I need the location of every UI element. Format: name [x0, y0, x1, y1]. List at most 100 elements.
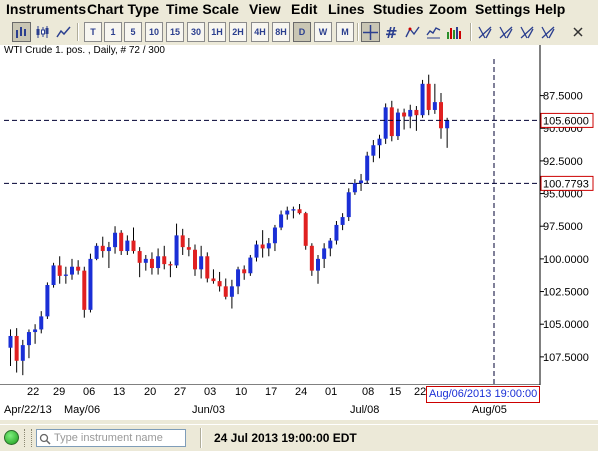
bar-chart-icon[interactable]: [12, 22, 31, 42]
candle-up: [26, 332, 31, 346]
status-separator: [200, 428, 202, 448]
timescale-button-15[interactable]: 15: [166, 22, 184, 42]
candle-up: [39, 316, 44, 330]
candle-down: [193, 249, 197, 270]
candle-down: [76, 266, 81, 271]
candle-down: [205, 256, 210, 279]
x-axis: 222906132027031017240108152229Apr/22/13M…: [0, 385, 598, 420]
candle-up: [383, 107, 388, 139]
menu-zoom[interactable]: Zoom: [429, 1, 468, 17]
menu-edit[interactable]: Edit: [291, 1, 318, 17]
candle-down: [57, 265, 62, 276]
crosshair-icon[interactable]: [361, 22, 380, 42]
candle-down: [180, 235, 185, 248]
candle-up: [365, 155, 370, 181]
candle-down: [223, 286, 228, 297]
candle-chart-icon[interactable]: [33, 22, 52, 42]
chart-title: WTI Crude 1. pos. , Daily, # 72 / 300: [4, 45, 165, 56]
timescale-button-8h[interactable]: 8H: [272, 22, 290, 42]
candle-down: [149, 258, 154, 269]
timescale-button-10[interactable]: 10: [145, 22, 163, 42]
toolbar-separator: [77, 23, 79, 41]
x-tick-label: 03: [204, 386, 217, 398]
y-tick-label: 105.0000: [543, 319, 589, 331]
candle-up: [291, 209, 296, 211]
candle-down: [309, 245, 314, 271]
timescale-button-t[interactable]: T: [84, 22, 102, 42]
x-tick-label: 22: [27, 386, 40, 398]
timescale-button-4h[interactable]: 4H: [251, 22, 269, 42]
volume-icon[interactable]: [445, 22, 464, 42]
trend-icon[interactable]: [424, 22, 443, 42]
candle-up: [395, 112, 400, 137]
timescale-button-5[interactable]: 5: [124, 22, 142, 42]
x-month-label: Apr/22/13: [4, 404, 52, 416]
candle-up: [63, 274, 68, 276]
line-chart-icon[interactable]: [54, 22, 73, 42]
study-icon[interactable]: [403, 22, 422, 42]
scale-icon[interactable]: [538, 22, 557, 42]
crosshair-price-label: 100.7793: [543, 178, 589, 190]
candle-down: [303, 213, 308, 246]
candle-up: [254, 244, 259, 258]
candle-up: [174, 235, 179, 266]
menu-help[interactable]: Help: [535, 1, 566, 17]
candle-down: [82, 270, 87, 310]
candle-down: [100, 245, 105, 252]
chart-area[interactable]: 107.5000 105.0000 102.5000 100.0000 97.5000 9…: [0, 45, 598, 402]
candle-up: [316, 258, 320, 271]
candle-up: [420, 83, 425, 116]
timescale-button-1[interactable]: 1: [104, 22, 122, 42]
x-tick-label: 08: [362, 386, 375, 398]
candle-down: [168, 264, 173, 266]
menu-instruments[interactable]: Instruments: [6, 1, 87, 17]
search-icon: [39, 432, 51, 445]
zoom-in-icon[interactable]: [475, 22, 494, 42]
candle-down: [137, 251, 142, 263]
crosshair-date-label: Aug/06/2013 19:00:00: [426, 386, 541, 403]
candle-down: [414, 109, 419, 116]
menu-settings[interactable]: Settings: [475, 1, 531, 17]
timescale-button-w[interactable]: W: [314, 22, 332, 42]
candle-up: [8, 335, 13, 348]
zoom-out-icon[interactable]: [496, 22, 515, 42]
candle-up: [322, 248, 327, 259]
menu-lines[interactable]: Lines: [328, 1, 365, 17]
candle-up: [45, 285, 50, 317]
timescale-button-m[interactable]: M: [336, 22, 354, 42]
toolbar-separator: [357, 23, 359, 41]
x-tick-label: 17: [265, 386, 278, 398]
timescale-button-1h[interactable]: 1H: [208, 22, 226, 42]
instrument-search-input[interactable]: [36, 429, 186, 447]
menu-time-scale[interactable]: Time Scale: [166, 1, 239, 17]
menu-chart-type[interactable]: Chart Type: [87, 1, 160, 17]
timescale-button-30[interactable]: 30: [187, 22, 205, 42]
candle-up: [340, 217, 345, 225]
candle-up: [70, 266, 74, 275]
candle-down: [260, 244, 265, 249]
x-tick-label: 27: [174, 386, 187, 398]
timescale-button-d[interactable]: D: [293, 22, 311, 42]
candle-up: [334, 224, 339, 241]
close-icon[interactable]: [570, 22, 586, 42]
last-price-label: 105.6000: [543, 115, 589, 127]
candle-up: [248, 257, 253, 274]
y-tick-label: 107.5000: [543, 352, 589, 364]
menu-studies[interactable]: Studies: [373, 1, 424, 17]
y-tick-label: 100.0000: [543, 254, 589, 266]
menu-view[interactable]: View: [249, 1, 281, 17]
y-tick-label: 95.0000: [543, 189, 583, 201]
status-datetime: 24 Jul 2013 19:00:00 EDT: [214, 431, 357, 445]
x-tick-label: 10: [235, 386, 248, 398]
candle-up: [377, 138, 382, 146]
candle-up: [346, 192, 351, 218]
x-month-label: May/06: [64, 404, 101, 416]
crosshair-price-label-box: [540, 175, 594, 191]
candle-up: [94, 245, 99, 259]
grid-icon[interactable]: #: [382, 22, 401, 42]
candle-up: [352, 183, 357, 193]
toolbar: T 1 5 10 15 30 1H 2H 4H 8H D W M #: [0, 19, 598, 45]
timescale-button-2h[interactable]: 2H: [229, 22, 247, 42]
fit-chart-icon[interactable]: [517, 22, 536, 42]
price-chart[interactable]: 107.5000 105.0000 102.5000 100.0000 97.5000 9…: [0, 45, 598, 402]
